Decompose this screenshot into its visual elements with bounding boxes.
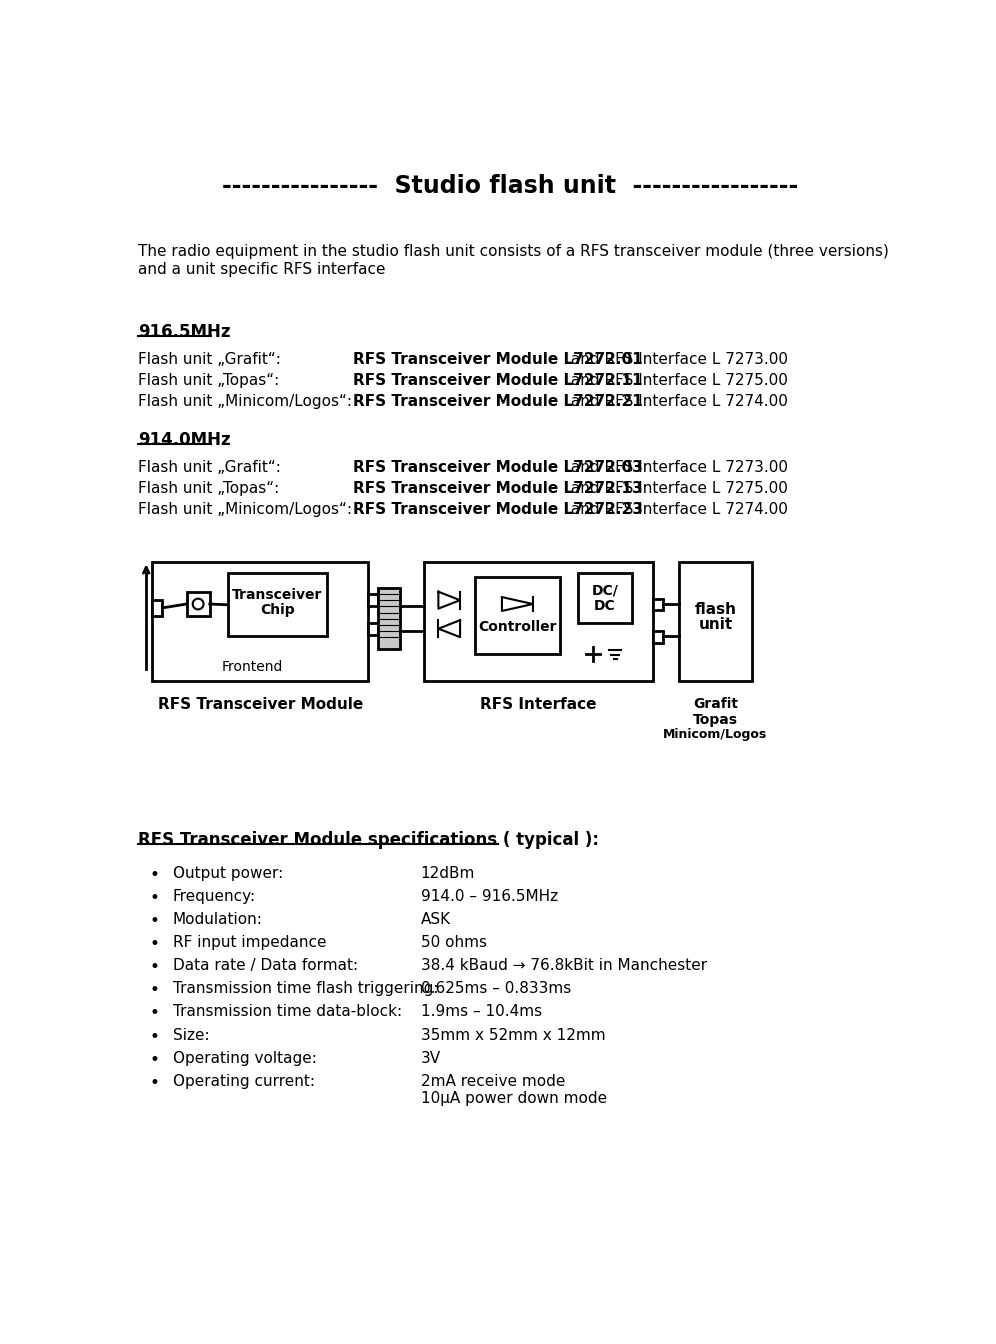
Text: Modulation:: Modulation: — [172, 913, 262, 927]
Text: RFS Transceiver Module specifications ( typical ):: RFS Transceiver Module specifications ( … — [138, 831, 600, 849]
Text: RFS Transceiver Module L7272.13: RFS Transceiver Module L7272.13 — [354, 481, 642, 496]
Text: •: • — [149, 913, 159, 930]
Text: Flash unit „Minicom/Logos“:: Flash unit „Minicom/Logos“: — [138, 501, 358, 516]
Text: RFS Transceiver Module L7272.01: RFS Transceiver Module L7272.01 — [354, 352, 642, 367]
Text: Transmission time data-block:: Transmission time data-block: — [172, 1004, 401, 1020]
Bar — [368, 594, 377, 606]
Text: Transmission time flash triggering:: Transmission time flash triggering: — [172, 981, 438, 996]
Text: Flash unit „Topas“:: Flash unit „Topas“: — [138, 481, 348, 496]
Text: •: • — [149, 1074, 159, 1091]
Bar — [424, 562, 653, 681]
Text: 50 ohms: 50 ohms — [420, 935, 487, 950]
Text: Flash unit „Topas“:: Flash unit „Topas“: — [138, 374, 348, 388]
Text: and RFS Interface L 7273.00: and RFS Interface L 7273.00 — [567, 460, 788, 474]
Text: Frontend: Frontend — [222, 660, 283, 675]
Text: unit: unit — [698, 617, 733, 632]
Text: Controller: Controller — [478, 620, 557, 634]
Text: and RFS Interface L 7274.00: and RFS Interface L 7274.00 — [567, 501, 788, 516]
Text: 38.4 kBaud → 76.8kBit in Manchester: 38.4 kBaud → 76.8kBit in Manchester — [420, 958, 707, 973]
Text: 0.625ms – 0.833ms: 0.625ms – 0.833ms — [420, 981, 571, 996]
Text: RFS Transceiver Module L7272.23: RFS Transceiver Module L7272.23 — [354, 501, 643, 516]
Text: Topas: Topas — [693, 712, 738, 727]
Text: Transceiver: Transceiver — [232, 587, 323, 602]
Bar — [653, 598, 663, 610]
Text: •: • — [149, 981, 159, 1000]
Text: and RFS Interface L 7275.00: and RFS Interface L 7275.00 — [567, 481, 788, 496]
Text: flash: flash — [694, 602, 736, 617]
Bar — [578, 574, 632, 624]
Text: •: • — [149, 958, 159, 976]
Text: The radio equipment in the studio flash unit consists of a RFS transceiver modul: The radio equipment in the studio flash … — [138, 245, 889, 277]
Text: and RFS Interface L 7273.00: and RFS Interface L 7273.00 — [567, 352, 788, 367]
Text: RFS Transceiver Module L7272.11: RFS Transceiver Module L7272.11 — [354, 374, 642, 388]
Text: Flash unit „Grafit“:: Flash unit „Grafit“: — [138, 460, 345, 474]
Text: RF input impedance: RF input impedance — [172, 935, 326, 950]
Text: •: • — [149, 1051, 159, 1068]
Text: DC/: DC/ — [592, 583, 619, 597]
Text: RFS Transceiver Module L7272.21: RFS Transceiver Module L7272.21 — [354, 394, 642, 409]
Text: DC: DC — [595, 598, 616, 613]
Text: Flash unit „Minicom/Logos“:: Flash unit „Minicom/Logos“: — [138, 394, 358, 409]
Text: 35mm x 52mm x 12mm: 35mm x 52mm x 12mm — [420, 1028, 606, 1043]
Text: Output power:: Output power: — [172, 866, 283, 880]
Text: •: • — [149, 1004, 159, 1023]
Text: Operating current:: Operating current: — [172, 1074, 315, 1089]
Bar — [653, 630, 663, 642]
Text: 1.9ms – 10.4ms: 1.9ms – 10.4ms — [420, 1004, 542, 1020]
Text: 3V: 3V — [420, 1051, 440, 1066]
Text: RFS Interface: RFS Interface — [480, 696, 597, 711]
Text: Chip: Chip — [260, 603, 295, 617]
Text: ----------------  Studio flash unit  -----------------: ---------------- Studio flash unit -----… — [222, 173, 799, 198]
Text: •: • — [149, 888, 159, 907]
Bar — [227, 574, 327, 636]
Bar — [152, 562, 368, 681]
Text: Operating voltage:: Operating voltage: — [172, 1051, 317, 1066]
Bar — [678, 562, 752, 681]
Bar — [186, 593, 210, 616]
Bar — [152, 601, 162, 616]
Text: 914.0MHz: 914.0MHz — [138, 431, 231, 449]
Text: and RFS Interface L 7274.00: and RFS Interface L 7274.00 — [567, 394, 788, 409]
Text: Data rate / Data format:: Data rate / Data format: — [172, 958, 358, 973]
Text: 916.5MHz: 916.5MHz — [138, 323, 231, 341]
Bar — [377, 587, 399, 649]
Text: Grafit: Grafit — [693, 698, 738, 711]
Text: 914.0 – 916.5MHz: 914.0 – 916.5MHz — [420, 888, 558, 905]
Text: and RFS Interface L 7275.00: and RFS Interface L 7275.00 — [567, 374, 788, 388]
Text: 10µA power down mode: 10µA power down mode — [420, 1091, 607, 1106]
Text: Size:: Size: — [172, 1028, 209, 1043]
Text: Minicom/Logos: Minicom/Logos — [663, 728, 768, 742]
Text: ASK: ASK — [420, 913, 450, 927]
Text: RFS Transceiver Module L7272.03: RFS Transceiver Module L7272.03 — [354, 460, 642, 474]
Bar — [368, 624, 377, 634]
Text: Flash unit „Grafit“:: Flash unit „Grafit“: — [138, 352, 345, 367]
Text: Frequency:: Frequency: — [172, 888, 256, 905]
Text: RFS Transceiver Module: RFS Transceiver Module — [157, 696, 363, 711]
Text: 12dBm: 12dBm — [420, 866, 475, 880]
Text: •: • — [149, 935, 159, 953]
Text: •: • — [149, 1028, 159, 1046]
Text: 2mA receive mode: 2mA receive mode — [420, 1074, 565, 1089]
Bar — [475, 577, 560, 655]
Text: •: • — [149, 866, 159, 884]
